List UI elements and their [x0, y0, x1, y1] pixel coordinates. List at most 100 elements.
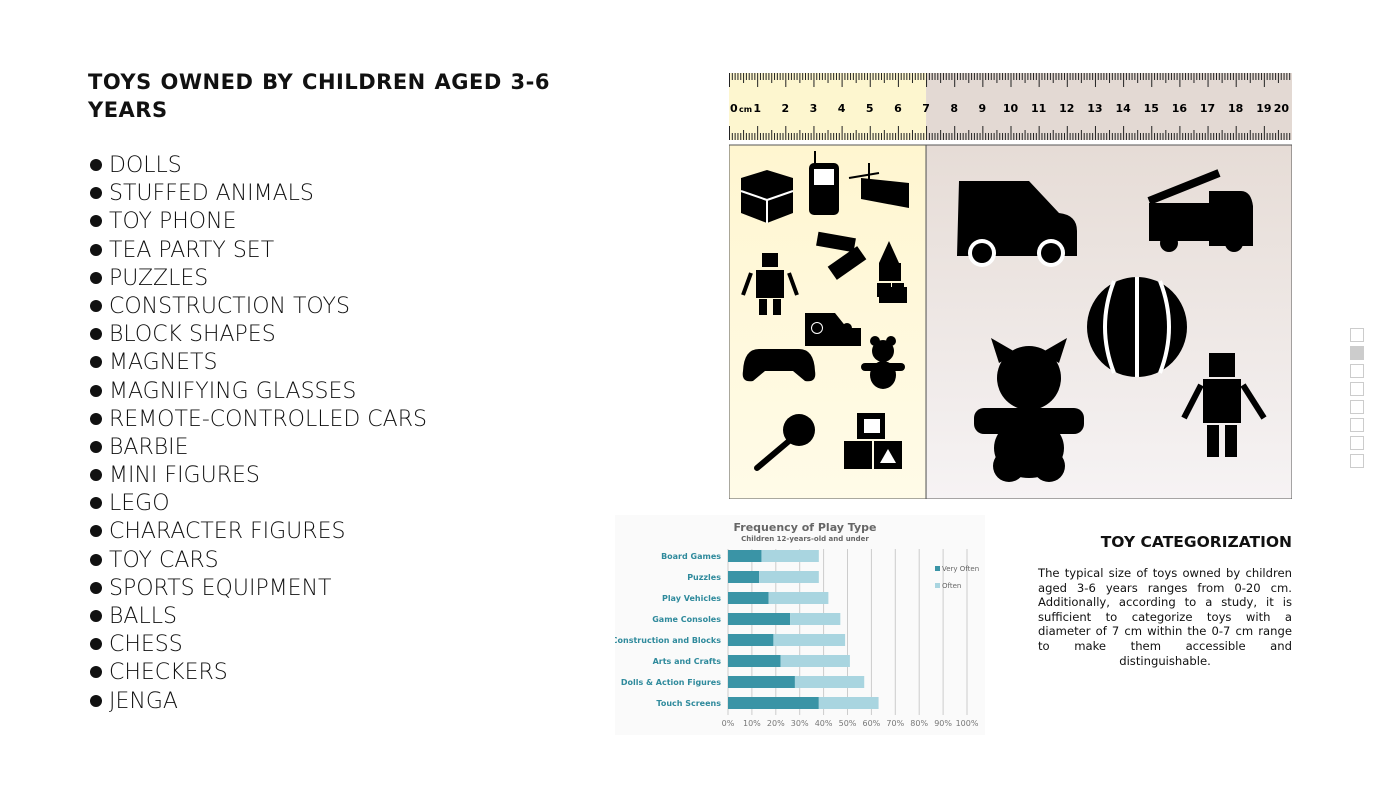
toy-name: STUFFED ANIMALS [109, 181, 314, 207]
category-label: Play Vehicles [662, 594, 721, 603]
toy-list-item: TOY CARS [90, 547, 427, 575]
bullet-icon [90, 581, 102, 594]
bar-often [818, 697, 879, 709]
ruler-label: 0 [730, 102, 738, 115]
page-dot[interactable] [1350, 382, 1364, 396]
bullet-icon [90, 525, 102, 538]
ruler-label: 20 [1274, 102, 1290, 115]
toy-list-item: MINI FIGURES [90, 462, 427, 490]
bullet-icon [90, 553, 102, 566]
bullet-icon [90, 440, 102, 453]
ruler-small-range [729, 73, 927, 140]
page-dot[interactable] [1350, 418, 1364, 432]
bullet-icon [90, 215, 102, 228]
x-tick-label: 20% [767, 719, 785, 728]
page-dot[interactable] [1350, 328, 1364, 342]
page-dot[interactable] [1350, 400, 1364, 414]
fire-truck-icon [1147, 169, 1253, 252]
bar-very-often [728, 676, 795, 688]
x-tick-label: 40% [815, 719, 833, 728]
toy-list-item: CHESS [90, 631, 427, 659]
toy-name: PUZZLES [109, 265, 209, 291]
ruler-label: 19 [1256, 102, 1271, 115]
categorization-title: TOY CATEGORIZATION [1100, 533, 1292, 551]
bullet-icon [90, 328, 102, 341]
toy-list-item: STUFFED ANIMALS [90, 180, 427, 208]
chart-title: Frequency of Play Type [733, 521, 876, 534]
toy-name: MAGNETS [109, 350, 218, 376]
toy-list-item: CHARACTER FIGURES [90, 518, 427, 546]
page-dot[interactable] [1350, 454, 1364, 468]
bullet-icon [90, 187, 102, 200]
bullet-icon [90, 412, 102, 425]
x-tick-label: 100% [956, 719, 979, 728]
ruler-label: 3 [810, 102, 818, 115]
toy-list-item: SPORTS EQUIPMENT [90, 575, 427, 603]
building-blocks-tower-icon [877, 241, 907, 303]
ruler-label: 2 [781, 102, 789, 115]
ruler-large-range [926, 73, 1292, 140]
x-tick-label: 90% [934, 719, 952, 728]
bullet-icon [90, 271, 102, 284]
page-title: TOYS OWNED BY CHILDREN AGED 3-6 YEARS [88, 70, 550, 122]
bullet-icon [90, 299, 102, 312]
ruler-label: 13 [1087, 102, 1102, 115]
toy-name: BARBIE [109, 434, 189, 460]
ruler-label: 1 [753, 102, 761, 115]
legend-label: Often [942, 582, 961, 590]
category-label: Dolls & Action Figures [621, 678, 721, 687]
bar-often [768, 592, 829, 604]
teddy-bear-icon [861, 336, 905, 389]
game-controller-icon [742, 349, 816, 382]
rattle-icon [754, 414, 815, 471]
bar-very-often [728, 697, 819, 709]
toy-list-item: DOLLS [90, 152, 427, 180]
x-tick-label: 50% [839, 719, 857, 728]
page-dot[interactable] [1350, 346, 1364, 360]
legend-label: Very Often [942, 565, 979, 573]
toy-name: CHARACTER FIGURES [109, 519, 346, 545]
bar-often [790, 613, 841, 625]
ruler-label: 9 [979, 102, 987, 115]
toy-list-item: REMOTE-CONTROLLED CARS [90, 406, 427, 434]
ruler-label: 8 [950, 102, 958, 115]
page-dot[interactable] [1350, 364, 1364, 378]
category-label: Puzzles [687, 573, 721, 582]
toy-name: CONSTRUCTION TOYS [109, 293, 350, 319]
page-dot[interactable] [1350, 436, 1364, 450]
ruler-unit: cm [739, 105, 752, 114]
x-tick-label: 10% [743, 719, 761, 728]
bar-very-often [728, 634, 774, 646]
ball-icon [1087, 277, 1187, 377]
bullet-icon [90, 243, 102, 256]
ruler-label: 7 [922, 102, 930, 115]
toy-list-item: CONSTRUCTION TOYS [90, 293, 427, 321]
toy-name: DOLLS [109, 153, 182, 178]
toy-list-item: BARBIE [90, 434, 427, 462]
x-tick-label: 60% [863, 719, 881, 728]
ruler-label: 4 [838, 102, 846, 115]
bar-very-often [728, 550, 762, 562]
x-tick-label: 80% [910, 719, 928, 728]
legend-swatch [935, 566, 940, 571]
bullet-icon [90, 638, 102, 651]
ruler-label: 5 [866, 102, 874, 115]
alphabet-blocks-icon [844, 413, 902, 469]
mobile-phone-icon [809, 151, 839, 215]
ruler-label: 18 [1228, 102, 1243, 115]
rubiks-cube-icon [740, 170, 794, 223]
toy-name: REMOTE-CONTROLLED CARS [109, 406, 427, 432]
toy-list-item: MAGNIFYING GLASSES [90, 378, 427, 406]
toy-car-icon [805, 313, 861, 346]
xylophone-icon [848, 163, 909, 208]
toy-name: SPORTS EQUIPMENT [109, 575, 332, 601]
bullet-icon [90, 159, 102, 171]
toy-list-item: PUZZLES [90, 265, 427, 293]
categorization-text: The typical size of toys owned by childr… [1038, 566, 1292, 668]
toy-name: CHESS [109, 632, 183, 658]
toy-list-item: CHECKERS [90, 659, 427, 687]
bar-very-often [728, 655, 781, 667]
toy-list-item: BALLS [90, 603, 427, 631]
